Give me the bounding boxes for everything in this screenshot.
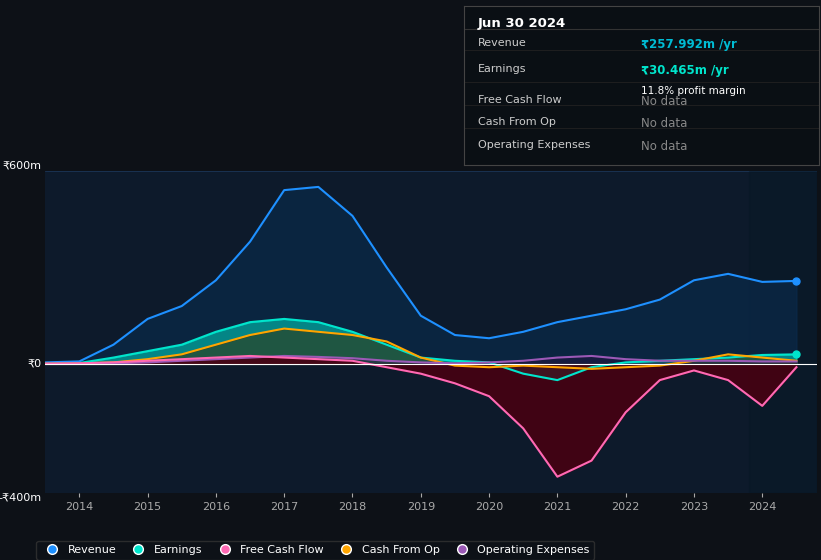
Text: ₹30.465m /yr: ₹30.465m /yr [641,64,729,77]
Text: Revenue: Revenue [478,38,527,48]
Text: No data: No data [641,141,687,153]
Text: -₹400m: -₹400m [0,493,41,503]
Text: No data: No data [641,95,687,108]
Legend: Revenue, Earnings, Free Cash Flow, Cash From Op, Operating Expenses: Revenue, Earnings, Free Cash Flow, Cash … [36,541,594,559]
Text: Jun 30 2024: Jun 30 2024 [478,17,566,30]
Bar [749,171,817,493]
Text: 11.8% profit margin: 11.8% profit margin [641,86,745,96]
Text: ₹0: ₹0 [27,359,41,369]
Text: Free Cash Flow: Free Cash Flow [478,95,562,105]
Text: ₹600m: ₹600m [2,161,41,171]
Text: Cash From Op: Cash From Op [478,118,556,127]
Text: Operating Expenses: Operating Expenses [478,141,590,151]
Text: No data: No data [641,118,687,130]
Text: ₹257.992m /yr: ₹257.992m /yr [641,38,737,50]
Text: Earnings: Earnings [478,64,526,74]
